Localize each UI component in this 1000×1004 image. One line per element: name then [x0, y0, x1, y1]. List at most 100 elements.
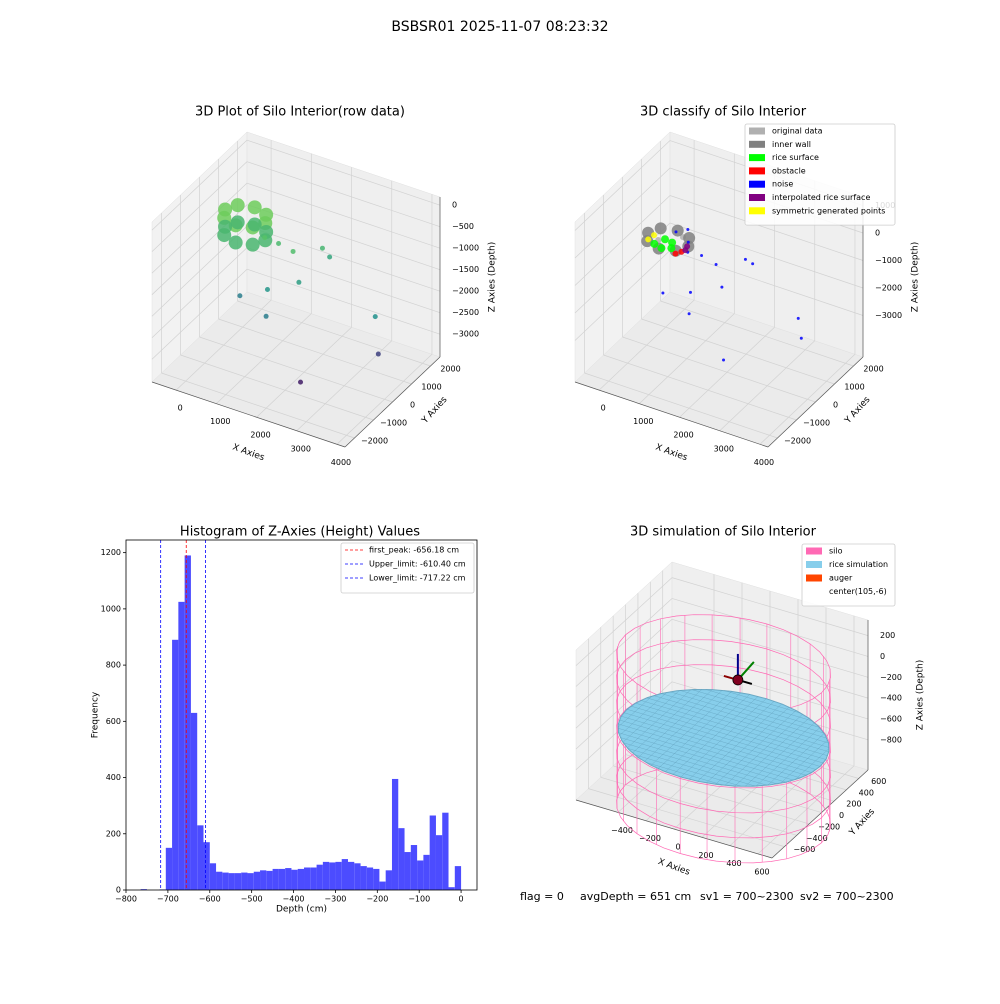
bar: [454, 866, 462, 890]
z-tick-label: 0: [880, 652, 885, 661]
bar: [410, 845, 418, 890]
point: [688, 290, 692, 294]
point: [645, 236, 652, 243]
point: [714, 263, 718, 267]
point: [668, 238, 677, 247]
z-tick-label: −1000: [452, 244, 479, 253]
grid-line: [671, 660, 869, 720]
point: [264, 287, 270, 293]
point: [700, 253, 704, 257]
point: [654, 222, 667, 235]
grid-line: [671, 618, 869, 678]
grid-line: [757, 765, 855, 855]
legend-label: silo: [829, 547, 843, 556]
rice-mesh: [724, 690, 802, 714]
y-tick-label: 400: [859, 788, 874, 797]
auger: [732, 674, 744, 686]
x-tick-label: 0: [459, 895, 464, 904]
grid-line: [641, 318, 835, 385]
x-tick-label: −400: [611, 826, 633, 835]
bar: [304, 867, 311, 890]
z-tick-label: −1000: [875, 256, 902, 265]
x-tick-label: 3000: [291, 444, 311, 453]
point: [290, 248, 296, 254]
footer-sv2: sv2 = 700~2300: [800, 890, 894, 903]
bar: [310, 867, 317, 890]
grid-line: [574, 167, 671, 259]
bar: [429, 815, 436, 890]
z-tick-label: −2500: [452, 308, 479, 317]
legend-label: obstacle: [772, 166, 806, 175]
legend-patch: [806, 574, 822, 582]
legend-label: noise: [772, 180, 793, 189]
bar: [341, 859, 348, 890]
point: [657, 244, 666, 253]
x-tick-label: −100: [408, 895, 430, 904]
footer-depth: avgDepth = 651 cm: [580, 890, 691, 903]
legend-label: inner wall: [772, 140, 811, 149]
y-axis-label: Frequency: [91, 691, 101, 738]
grid-line: [671, 639, 869, 699]
x-tick-label: −700: [157, 895, 179, 904]
point: [661, 235, 670, 244]
bar: [184, 555, 191, 890]
z-tick-label: −600: [880, 714, 902, 723]
point: [751, 262, 755, 266]
point: [298, 379, 304, 385]
point: [230, 215, 245, 230]
grid-line: [603, 354, 797, 421]
z-tick-label: −3000: [875, 311, 902, 320]
z-tick-label: −500: [452, 222, 474, 231]
bar: [404, 852, 411, 890]
bar: [442, 812, 449, 890]
axis-line: [575, 799, 773, 859]
x-tick-label: −800: [115, 895, 137, 904]
point: [276, 240, 282, 246]
bar: [216, 871, 223, 890]
x-tick-label: 0: [178, 404, 183, 413]
x-tick-label: 4000: [754, 458, 774, 467]
point: [247, 200, 262, 215]
grid-line: [151, 161, 248, 252]
bar: [241, 872, 248, 890]
z-axis-label: Z Axies (Depth): [488, 242, 498, 313]
x-tick-label: 4000: [331, 458, 351, 467]
y-tick-label: 800: [106, 661, 121, 670]
footer-flag: flag = 0: [520, 890, 564, 903]
point: [686, 240, 690, 244]
chart-title: 3D simulation of Silo Interior: [630, 525, 817, 540]
grid-line: [671, 577, 869, 636]
point: [651, 232, 658, 239]
grid-line: [246, 268, 441, 335]
point: [799, 336, 803, 340]
grid-line: [575, 619, 673, 708]
rice-mesh: [755, 727, 820, 787]
x-tick-label: −500: [241, 895, 263, 904]
y-tick-label: 600: [106, 717, 121, 726]
bar: [448, 887, 455, 890]
rice-mesh: [767, 733, 825, 786]
grid-line: [622, 336, 816, 403]
legend-label: interpolated rice surface: [772, 193, 870, 202]
bar: [335, 861, 342, 890]
x-tick-label: 200: [698, 851, 713, 860]
grid-line: [575, 639, 673, 729]
x-tick-label: 2000: [673, 431, 693, 440]
point: [296, 279, 302, 285]
bar: [417, 860, 424, 890]
grid-line: [575, 660, 673, 750]
rice-mesh: [640, 700, 828, 756]
rice-mesh: [630, 705, 824, 764]
point: [375, 351, 381, 357]
bar: [278, 868, 286, 890]
z-tick-label: −2000: [452, 287, 479, 296]
rice-mesh: [794, 748, 830, 780]
grid-line: [574, 140, 671, 231]
grid-line: [199, 336, 393, 403]
bar: [297, 868, 305, 890]
bar: [253, 871, 261, 890]
bar: [291, 869, 298, 890]
point: [686, 228, 690, 232]
legend-patch: [749, 154, 765, 162]
